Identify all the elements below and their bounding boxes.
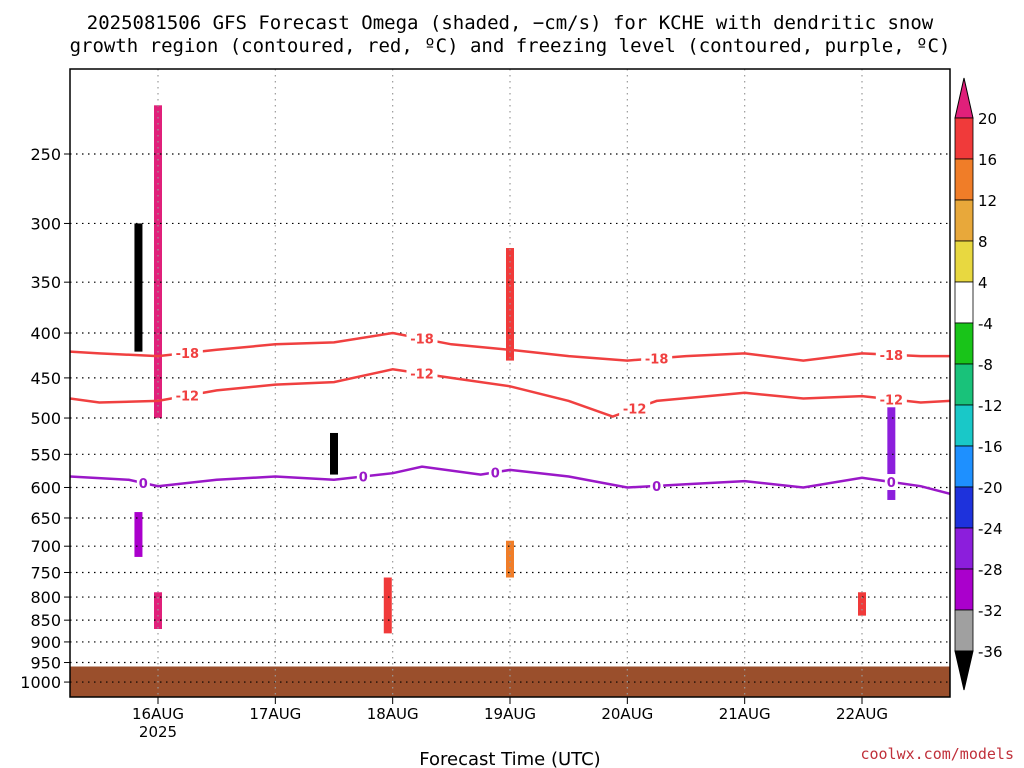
y-tick-label: 600 [30,478,61,497]
y-tick-label: 250 [30,145,61,164]
colorbar-band [954,158,974,201]
colorbar-band [954,609,974,652]
colorbar-label: -4 [978,315,993,333]
y-tick-label: 850 [30,611,61,630]
colorbar-band [954,568,974,611]
omega-cell [383,577,392,634]
contour-label: -12 [176,390,200,405]
contour-label-bg [171,344,203,361]
contour-label: 0 [491,466,500,481]
contour-label-bg [875,391,907,408]
colorbar-label: -36 [978,643,1003,661]
colorbar-band [954,404,974,447]
contour-label-bg [619,400,651,417]
contour-label: -18 [645,352,669,367]
contour-label-bg [641,350,673,367]
contour-label-bg [884,474,898,491]
x-tick-label: 21AUG [719,705,771,723]
grid-lines [70,69,950,697]
x-tick-label: 18AUG [367,705,419,723]
y-axis: 250 300 350 400 450 500 550 600 650 700 750 800 850 9… [20,145,70,692]
y-tick-label: 700 [30,537,61,556]
colorbar-label: 20 [978,110,997,128]
contour-label: 0 [887,476,896,491]
colorbar-top-triangle [954,77,974,119]
omega-cell [134,512,143,557]
contour-label: 0 [139,477,148,492]
plot-layers: -18 -18 -18 -18 -12 -12 -12 -12 0 0 0 0 0 [70,69,950,697]
colorbar-band [954,240,974,283]
y-tick-label: 550 [30,445,61,464]
y-tick-label: 900 [30,633,61,652]
contour-label-bg [356,468,370,485]
colorbar-band [954,527,974,570]
watermark: coolwx.com/models [860,745,1014,763]
x-tick-label: 22AUG [836,705,888,723]
y-tick-label: 800 [30,588,61,607]
x-tick-label: 19AUG [484,705,536,723]
y-tick-label: 350 [30,273,61,292]
colorbar-label: -12 [978,397,1003,415]
colorbar-label: 8 [978,233,988,251]
contour-label-bg [875,346,907,363]
contour-label-bg [488,464,502,481]
contour-label: 0 [652,480,661,495]
chart-title-line-2: growth region (contoured, red, ºC) and f… [70,35,951,57]
contour-label-bg [136,474,150,491]
x-tick-sublabel: 2025 [139,723,177,741]
plot-area: -18 -18 -18 -18 -12 -12 -12 -12 0 0 0 0 0 [69,68,951,698]
contour-label: 0 [359,471,368,486]
contour-label: -18 [410,333,434,348]
omega-cell [154,592,162,630]
colorbar-label: -8 [978,356,993,374]
x-tick-label: 17AUG [249,705,301,723]
y-tick-label: 300 [30,214,61,233]
colorbar-label: -24 [978,520,1003,538]
y-tick-label: 1000 [20,673,61,692]
colorbar-band [954,117,974,160]
colorbar-band [954,445,974,488]
colorbar-label: -28 [978,561,1003,579]
contour-label-bg [171,387,203,404]
colorbar-band [954,281,974,324]
contour-label-bg [406,365,438,382]
colorbar-label: -32 [978,602,1003,620]
colorbar-band [954,486,974,529]
colorbar-label: 12 [978,192,997,210]
x-tick-label: 20AUG [601,705,653,723]
plot-background [70,69,950,697]
contour-label: -12 [880,393,904,408]
y-tick-label: 750 [30,563,61,582]
y-tick-label: 950 [30,654,61,673]
contour-label: -18 [176,347,200,362]
omega-cell [134,223,143,352]
colorbar-bottom-triangle [954,650,974,691]
colorbar: 20 16 12 8 4 -4 -8 -12 -16 -20 -24 -28 -32 -36 [954,77,1003,691]
y-tick-label: 650 [30,509,61,528]
colorbar-label: -20 [978,479,1003,497]
y-tick-label: 400 [30,324,61,343]
omega-cell [506,540,514,578]
colorbar-label: 16 [978,151,997,169]
colorbar-label: -16 [978,438,1003,456]
y-tick-label: 500 [30,409,61,428]
colorbar-band [954,199,974,242]
chart-title-line-1: 2025081506 GFS Forecast Omega (shaded, −… [87,12,934,34]
colorbar-band [954,322,974,365]
omega-cell [887,402,896,500]
x-tick-label: 16AUG [132,705,184,723]
contour-label-bg [650,477,664,494]
colorbar-label: 4 [978,274,988,292]
contour-label: -12 [410,368,434,383]
y-tick-label: 450 [30,369,61,388]
colorbar-band [954,363,974,406]
contour-label: -12 [623,403,647,418]
contour-label: -18 [880,349,904,364]
contour-label-bg [406,330,438,347]
x-axis-label: Forecast Time (UTC) [419,749,600,768]
